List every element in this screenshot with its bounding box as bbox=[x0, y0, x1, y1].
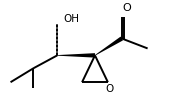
Text: OH: OH bbox=[63, 14, 79, 24]
Polygon shape bbox=[95, 37, 123, 56]
Text: O: O bbox=[122, 3, 131, 13]
Text: O: O bbox=[106, 84, 114, 94]
Polygon shape bbox=[57, 53, 95, 58]
